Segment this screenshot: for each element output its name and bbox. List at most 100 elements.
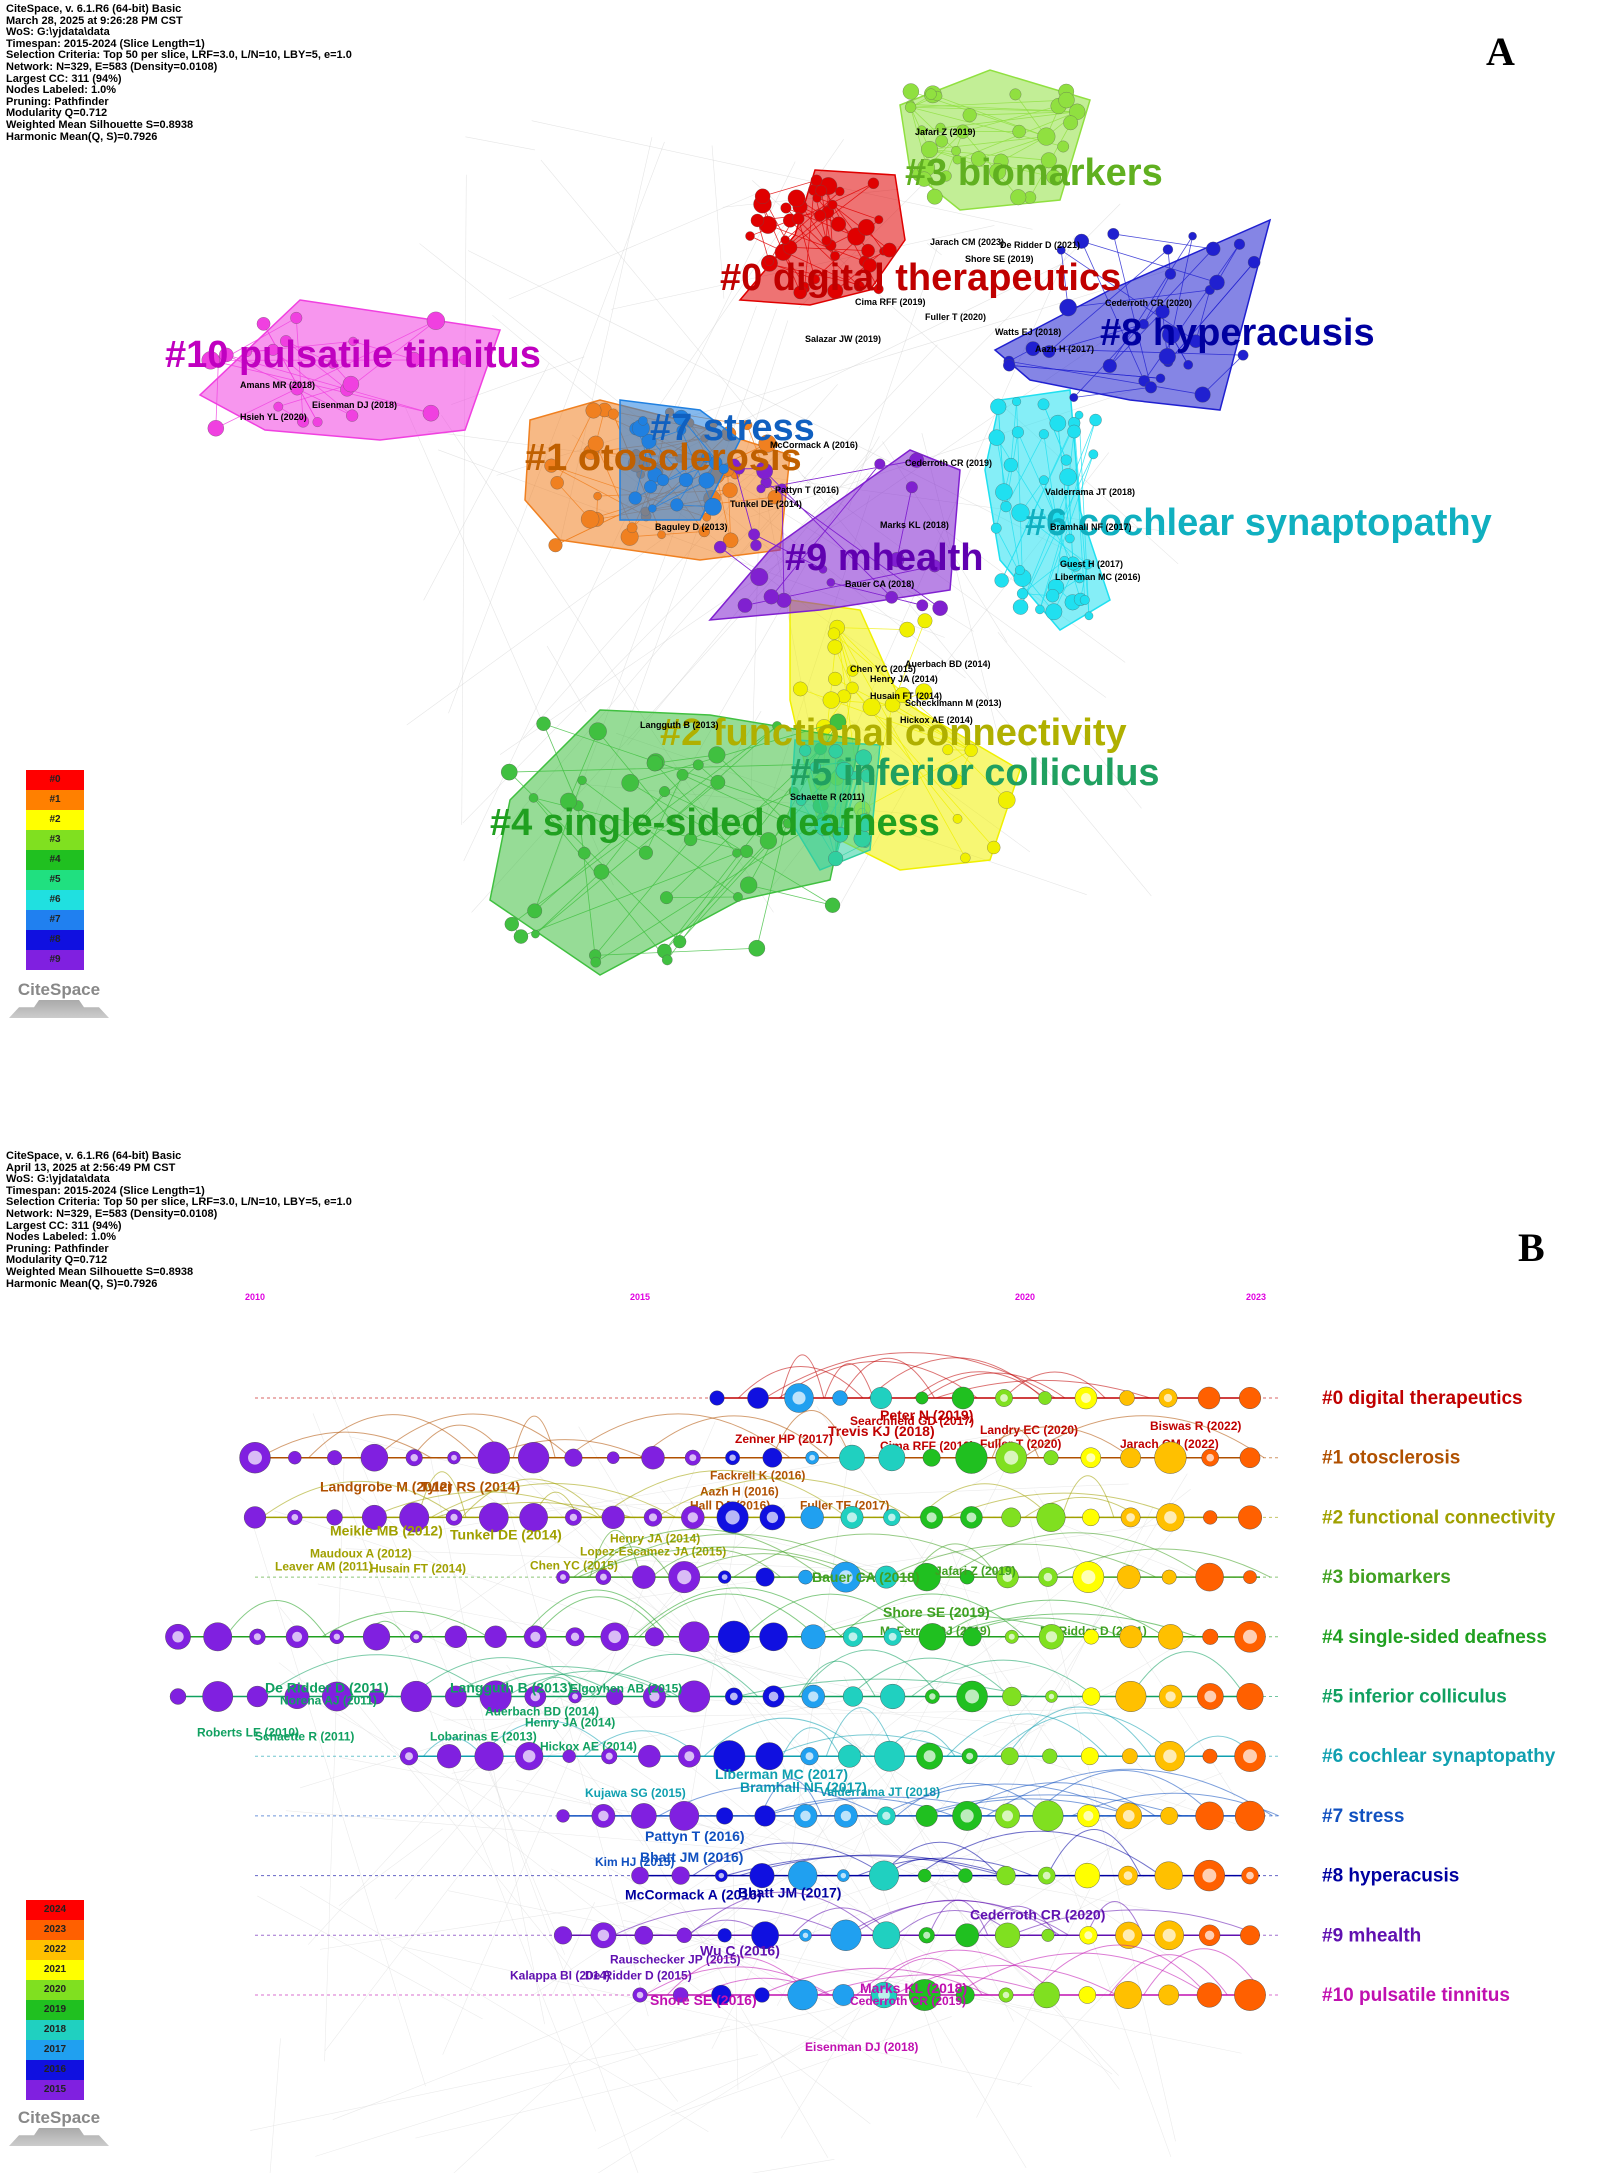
citation-arc — [655, 1477, 911, 1518]
timeline-node — [959, 1569, 975, 1585]
timeline-node — [1202, 1748, 1218, 1764]
node-core — [599, 1573, 607, 1581]
cluster-edge — [1112, 233, 1152, 388]
cluster-edge — [682, 774, 789, 824]
node-core — [570, 1632, 580, 1641]
citation-node — [1003, 359, 1016, 372]
timeline-node — [1116, 1565, 1141, 1589]
node-label: Pattyn T (2016) — [775, 485, 839, 495]
node-core — [1126, 1513, 1135, 1522]
node-core — [1122, 1810, 1135, 1822]
paper-label: Henry JA (2014) — [610, 1531, 700, 1545]
citation-node — [1049, 414, 1067, 432]
citation-node — [830, 251, 840, 261]
citation-node — [504, 916, 519, 932]
citation-node — [1003, 457, 1018, 473]
cluster-edge — [1005, 434, 1045, 507]
citation-node — [1065, 533, 1075, 544]
timeline-node — [478, 1502, 509, 1533]
cluster-edge — [823, 757, 864, 827]
citation-node — [861, 243, 875, 258]
citation-arc — [321, 1610, 489, 1638]
timeline-node — [1121, 1748, 1138, 1765]
node-core — [725, 1510, 740, 1525]
track-label: #0 digital therapeutics — [1322, 1388, 1523, 1409]
timeline-node — [955, 1441, 988, 1474]
cluster-edge — [1143, 273, 1171, 325]
paper-label: Marks KL (2018) — [860, 1980, 967, 1996]
cluster-edge — [962, 105, 1059, 133]
node-core — [840, 1810, 852, 1822]
citation-node — [722, 482, 738, 498]
citation-node — [777, 483, 787, 493]
panel-b: CiteSpace, v. 6.1.R6 (64-bit) Basic April… — [0, 1150, 1599, 2173]
cluster-10 — [198, 299, 502, 441]
timeline-node — [958, 1868, 973, 1883]
timeline-node — [880, 1683, 906, 1710]
cluster-label: #3 biomarkers — [905, 152, 1163, 194]
citation-node — [422, 404, 440, 422]
node-label: De Ridder D (2021) — [1000, 240, 1080, 250]
timeline-node — [1238, 1505, 1262, 1530]
citation-node — [577, 775, 587, 786]
citation-node — [780, 235, 790, 245]
node-core — [1243, 1629, 1257, 1644]
citation-node — [646, 755, 663, 772]
citation-node — [951, 146, 961, 156]
cluster-edge — [595, 947, 757, 956]
node-core — [888, 1632, 897, 1641]
timeline-node — [922, 1448, 941, 1467]
citation-node — [1084, 611, 1094, 621]
citation-node — [1088, 449, 1099, 460]
citation-arc — [613, 1907, 847, 1936]
metadata-line: CiteSpace, v. 6.1.R6 (64-bit) Basic — [6, 1150, 182, 1162]
citation-node — [750, 539, 762, 552]
node-core — [1043, 1572, 1053, 1582]
citation-node — [949, 774, 965, 789]
paper-label: Elgoyhen AB (2015) — [570, 1682, 682, 1696]
citation-node — [718, 463, 729, 475]
track-label: #1 otosclerosis — [1322, 1448, 1460, 1469]
cluster-edge — [962, 131, 1019, 198]
citation-arc — [666, 1956, 812, 1996]
citation-arc — [849, 1657, 1011, 1697]
timeline-node — [788, 1860, 818, 1891]
cluster-edge — [930, 93, 1047, 137]
paper-label: Aazh H (2016) — [700, 1485, 779, 1499]
paper-label: Searchfield GD (2017) — [850, 1414, 974, 1428]
citation-arc — [744, 1593, 917, 1638]
citation-arc — [263, 1654, 490, 1697]
citation-node — [673, 409, 689, 426]
cluster-edge — [896, 487, 913, 560]
citation-node — [660, 891, 673, 905]
cluster-edge — [804, 189, 815, 287]
timeline-node — [644, 1627, 664, 1647]
timeline-view: 2010 2015 2020 2023 #0 digital therapeutics P… — [165, 1292, 1556, 2173]
citation-node — [932, 600, 948, 616]
timeline-node — [1120, 1447, 1141, 1469]
citation-node — [926, 188, 943, 205]
timeline-node — [1115, 1681, 1147, 1712]
citation-arc — [733, 1533, 1005, 1578]
citation-node — [756, 462, 773, 480]
timeline-node — [832, 1984, 855, 2006]
citation-node — [758, 434, 777, 453]
cluster-edge — [1053, 565, 1077, 612]
citation-arc — [798, 1660, 876, 1697]
citation-arc — [589, 1530, 642, 1578]
track-label: #5 inferior colliculus — [1322, 1687, 1507, 1708]
timeline-node — [915, 1391, 929, 1405]
citation-arc — [764, 1796, 1013, 1817]
citation-node — [935, 134, 948, 148]
timeline-node — [759, 1622, 788, 1652]
citation-node — [528, 793, 539, 803]
citation-node — [678, 472, 694, 487]
node-label: Auerbach BD (2014) — [905, 659, 991, 669]
node-core — [1204, 1930, 1215, 1941]
citation-node — [1188, 231, 1197, 241]
citation-node — [827, 627, 841, 640]
cluster-edge — [556, 410, 594, 483]
citation-node — [713, 540, 727, 554]
cluster-edge — [630, 721, 839, 784]
paper-label: Wu C (2016) — [700, 1942, 780, 1958]
